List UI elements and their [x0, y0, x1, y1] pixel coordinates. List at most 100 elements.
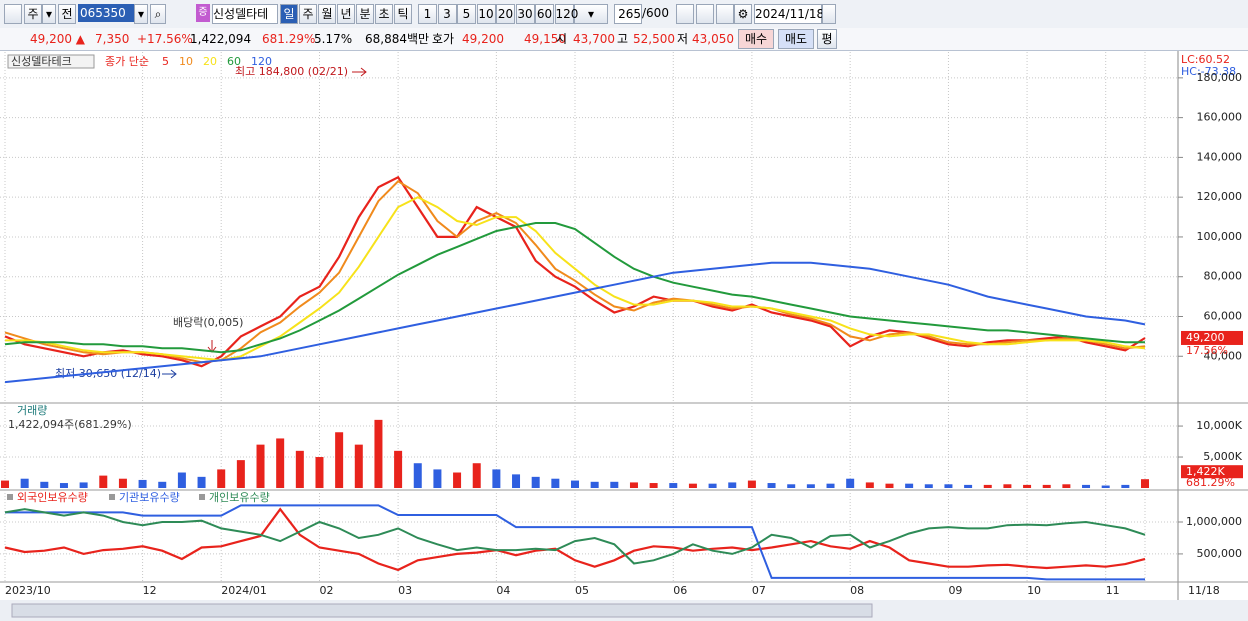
- volume-bar: [1, 480, 9, 488]
- x-tick-label: 2023/10: [5, 584, 51, 597]
- x-tick-label: 06: [673, 584, 687, 597]
- bid: 49,150: [524, 32, 566, 46]
- dropdown[interactable]: ▾: [574, 4, 608, 24]
- count-input[interactable]: 265: [614, 4, 642, 24]
- volume-bar: [177, 472, 186, 488]
- volume-bar: [747, 480, 756, 488]
- legend-swatch: [109, 494, 115, 500]
- dividend-annotation: 배당락(0,005): [173, 316, 243, 329]
- legend-entry: 60: [227, 55, 241, 68]
- volume: 1,422,094: [190, 32, 252, 46]
- x-tick-label: 10: [1027, 584, 1041, 597]
- low-label: 저: [677, 32, 689, 46]
- volume-bar: [708, 483, 717, 488]
- volume-tag-pct: 681.29%: [1186, 476, 1235, 489]
- compare[interactable]: 전: [58, 4, 76, 24]
- volume-bar: [787, 484, 796, 488]
- volume-bar: [1062, 484, 1071, 488]
- buy-button[interactable]: 매수: [738, 29, 774, 49]
- volume-bar: [865, 482, 874, 488]
- interval-button[interactable]: 일: [280, 4, 298, 24]
- interval-button[interactable]: 30: [515, 4, 535, 24]
- x-tick-label: 11/18: [1188, 584, 1220, 597]
- x-tick-label: 09: [948, 584, 962, 597]
- y-tick-label: 1,000,000: [1186, 515, 1242, 528]
- low: 43,050: [692, 32, 734, 46]
- volume-bar: [158, 481, 167, 488]
- series-line: [4, 507, 1146, 572]
- legend-entry: 20: [203, 55, 217, 68]
- interval-button[interactable]: 3: [437, 4, 457, 24]
- interval-button[interactable]: 초: [375, 4, 393, 24]
- settings-icon[interactable]: ⚙: [734, 4, 752, 24]
- volume-bar: [99, 475, 108, 488]
- bid-label: 호가: [432, 32, 455, 46]
- volume-bar: [256, 444, 265, 488]
- scroll-thumb[interactable]: [11, 603, 873, 618]
- menu-icon[interactable]: [4, 4, 22, 24]
- interval-button[interactable]: 틱: [394, 4, 412, 24]
- x-tick-label: 03: [398, 584, 412, 597]
- volume-bar: [728, 482, 737, 488]
- volume-bar: [217, 469, 226, 488]
- interval-button[interactable]: 20: [496, 4, 515, 24]
- series-line: [4, 261, 1146, 384]
- y-tick-label: 160,000: [1197, 111, 1243, 124]
- interval-button[interactable]: 60: [535, 4, 554, 24]
- interval-button[interactable]: 120: [554, 4, 578, 24]
- volume-bar: [1121, 484, 1130, 488]
- interval-button[interactable]: 월: [318, 4, 336, 24]
- volume-bar: [964, 484, 973, 488]
- sell-button[interactable]: 매도: [778, 29, 814, 49]
- x-tick-label: 05: [575, 584, 589, 597]
- period-type[interactable]: 주: [24, 4, 42, 24]
- volume-bar: [531, 476, 540, 488]
- price: 49,200 ▲: [30, 32, 86, 46]
- interval-button[interactable]: 1: [418, 4, 437, 24]
- series-line: [4, 180, 1146, 364]
- code-input[interactable]: 065350: [78, 4, 136, 22]
- tool-icon[interactable]: [696, 4, 714, 24]
- interval-button[interactable]: 주: [299, 4, 317, 24]
- dropdown[interactable]: ▾: [134, 4, 148, 24]
- volume-bar: [649, 483, 658, 488]
- volume-bar: [20, 478, 29, 488]
- series-line: [5, 504, 1145, 581]
- y-tick-label: 120,000: [1197, 190, 1243, 203]
- interval-button[interactable]: 분: [356, 4, 374, 24]
- save-icon[interactable]: [716, 4, 734, 24]
- y-tick-label: 140,000: [1197, 150, 1243, 163]
- search-icon[interactable]: ⌕: [150, 4, 166, 24]
- change: 7,350: [95, 32, 130, 46]
- eval-button[interactable]: 평: [817, 29, 837, 49]
- volume-bar: [806, 484, 815, 488]
- quote-bar: 49,200 ▲ 7,350 +17.56% 1,422,094 681.29%…: [0, 28, 1248, 51]
- volume-tag-label: 1,422K: [1186, 465, 1225, 478]
- volume-ratio: 681.29%: [262, 32, 316, 46]
- volume-bar: [1042, 484, 1051, 488]
- low-annotation: 최저 30,650 (12/14): [55, 367, 161, 380]
- volume-bar: [138, 479, 147, 488]
- toolbar: 주 ▾ 전 065350 ▾ ⌕ 증 신성델타테 ▾ 265 /600 ⚙ 20…: [0, 0, 1248, 29]
- y-tick-label: 80,000: [1204, 270, 1243, 283]
- interval-button[interactable]: 년: [337, 4, 355, 24]
- volume-bar: [118, 478, 127, 488]
- interval-button[interactable]: 5: [457, 4, 476, 24]
- dropdown[interactable]: ▾: [42, 4, 56, 24]
- tool-icon[interactable]: [676, 4, 694, 24]
- legend-entry: 5: [162, 55, 169, 68]
- volume-subtitle: 1,422,094주(681.29%): [8, 418, 132, 431]
- volume-bar: [924, 484, 933, 488]
- calendar-icon[interactable]: [822, 4, 836, 24]
- date-input[interactable]: 2024/11/18: [754, 4, 824, 24]
- interval-button[interactable]: 10: [476, 4, 496, 24]
- volume-bar: [394, 450, 403, 488]
- volume-bar: [669, 483, 678, 488]
- stock-title: 신성델타테크: [11, 55, 72, 68]
- stock-name[interactable]: 신성델타테: [212, 4, 278, 24]
- volume-bar: [453, 472, 462, 488]
- change-pct: +17.56%: [137, 32, 193, 46]
- series-line: [5, 196, 1146, 362]
